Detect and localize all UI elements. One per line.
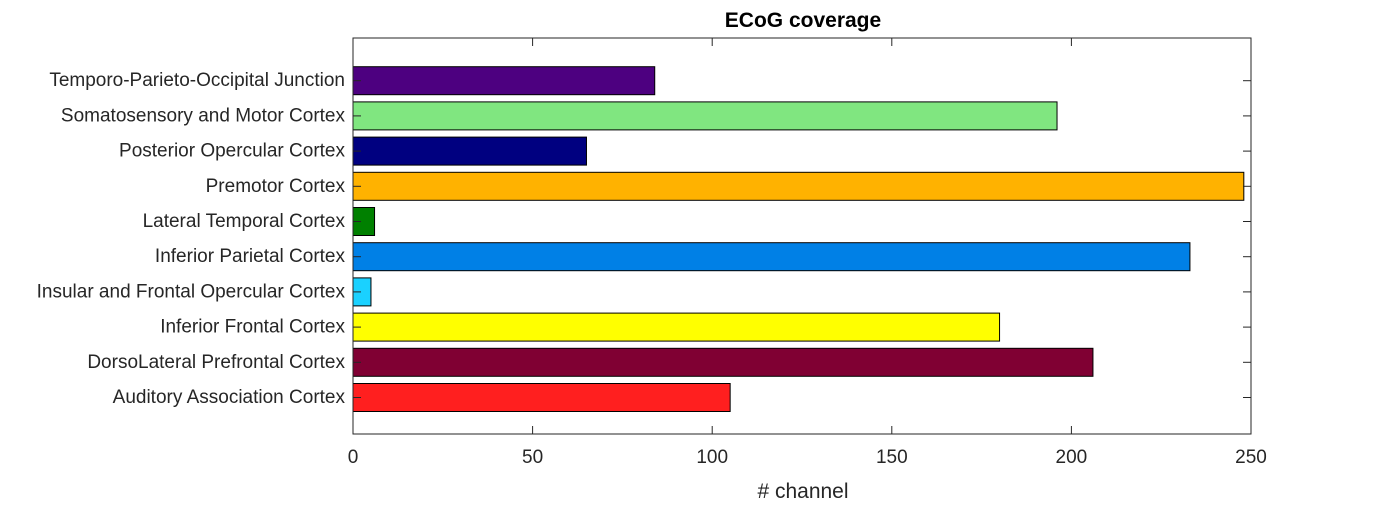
category-label-premotor-cortex: Premotor Cortex [206, 176, 346, 197]
x-tick-label-200: 200 [1056, 447, 1088, 468]
plot-frame [352, 37, 1252, 435]
category-label-temporo-parieto-occipital-junction: Temporo-Parieto-Occipital Junction [49, 70, 345, 91]
bar-auditory-association-cortex [352, 383, 731, 412]
bars-layer [352, 66, 1245, 412]
chart-title: ECoG coverage [725, 9, 881, 32]
x-tick-label-250: 250 [1235, 447, 1267, 468]
x-tick-label-0: 0 [348, 447, 359, 468]
category-label-lateral-temporal-cortex: Lateral Temporal Cortex [143, 211, 346, 232]
category-label-auditory-association-cortex: Auditory Association Cortex [113, 387, 346, 408]
x-tick-label-100: 100 [696, 447, 728, 468]
bar-temporo-parieto-occipital-junction [352, 66, 656, 96]
bar-somatosensory-and-motor-cortex [352, 101, 1058, 131]
bar-inferior-parietal-cortex [352, 242, 1191, 272]
bar-posterior-opercular-cortex [352, 136, 587, 166]
category-label-dorsolateral-prefrontal-cortex: DorsoLateral Prefrontal Cortex [87, 352, 345, 373]
bar-premotor-cortex [352, 171, 1245, 201]
category-label-insular-and-frontal-opercular-cortex: Insular and Frontal Opercular Cortex [37, 281, 346, 302]
ticks-layer: 0 50 100 150 200 250 [348, 38, 1267, 468]
bar-dorsolateral-prefrontal-cortex [352, 347, 1094, 377]
x-axis-title: # channel [757, 480, 848, 503]
x-tick-label-50: 50 [522, 447, 543, 468]
category-labels: Auditory Association Cortex DorsoLateral … [37, 70, 346, 408]
category-label-posterior-opercular-cortex: Posterior Opercular Cortex [119, 141, 345, 162]
bar-inferior-frontal-cortex [352, 312, 1001, 342]
category-label-somatosensory-and-motor-cortex: Somatosensory and Motor Cortex [61, 105, 346, 126]
category-label-inferior-frontal-cortex: Inferior Frontal Cortex [160, 317, 345, 338]
x-tick-label-150: 150 [876, 447, 908, 468]
category-label-inferior-parietal-cortex: Inferior Parietal Cortex [155, 246, 346, 267]
